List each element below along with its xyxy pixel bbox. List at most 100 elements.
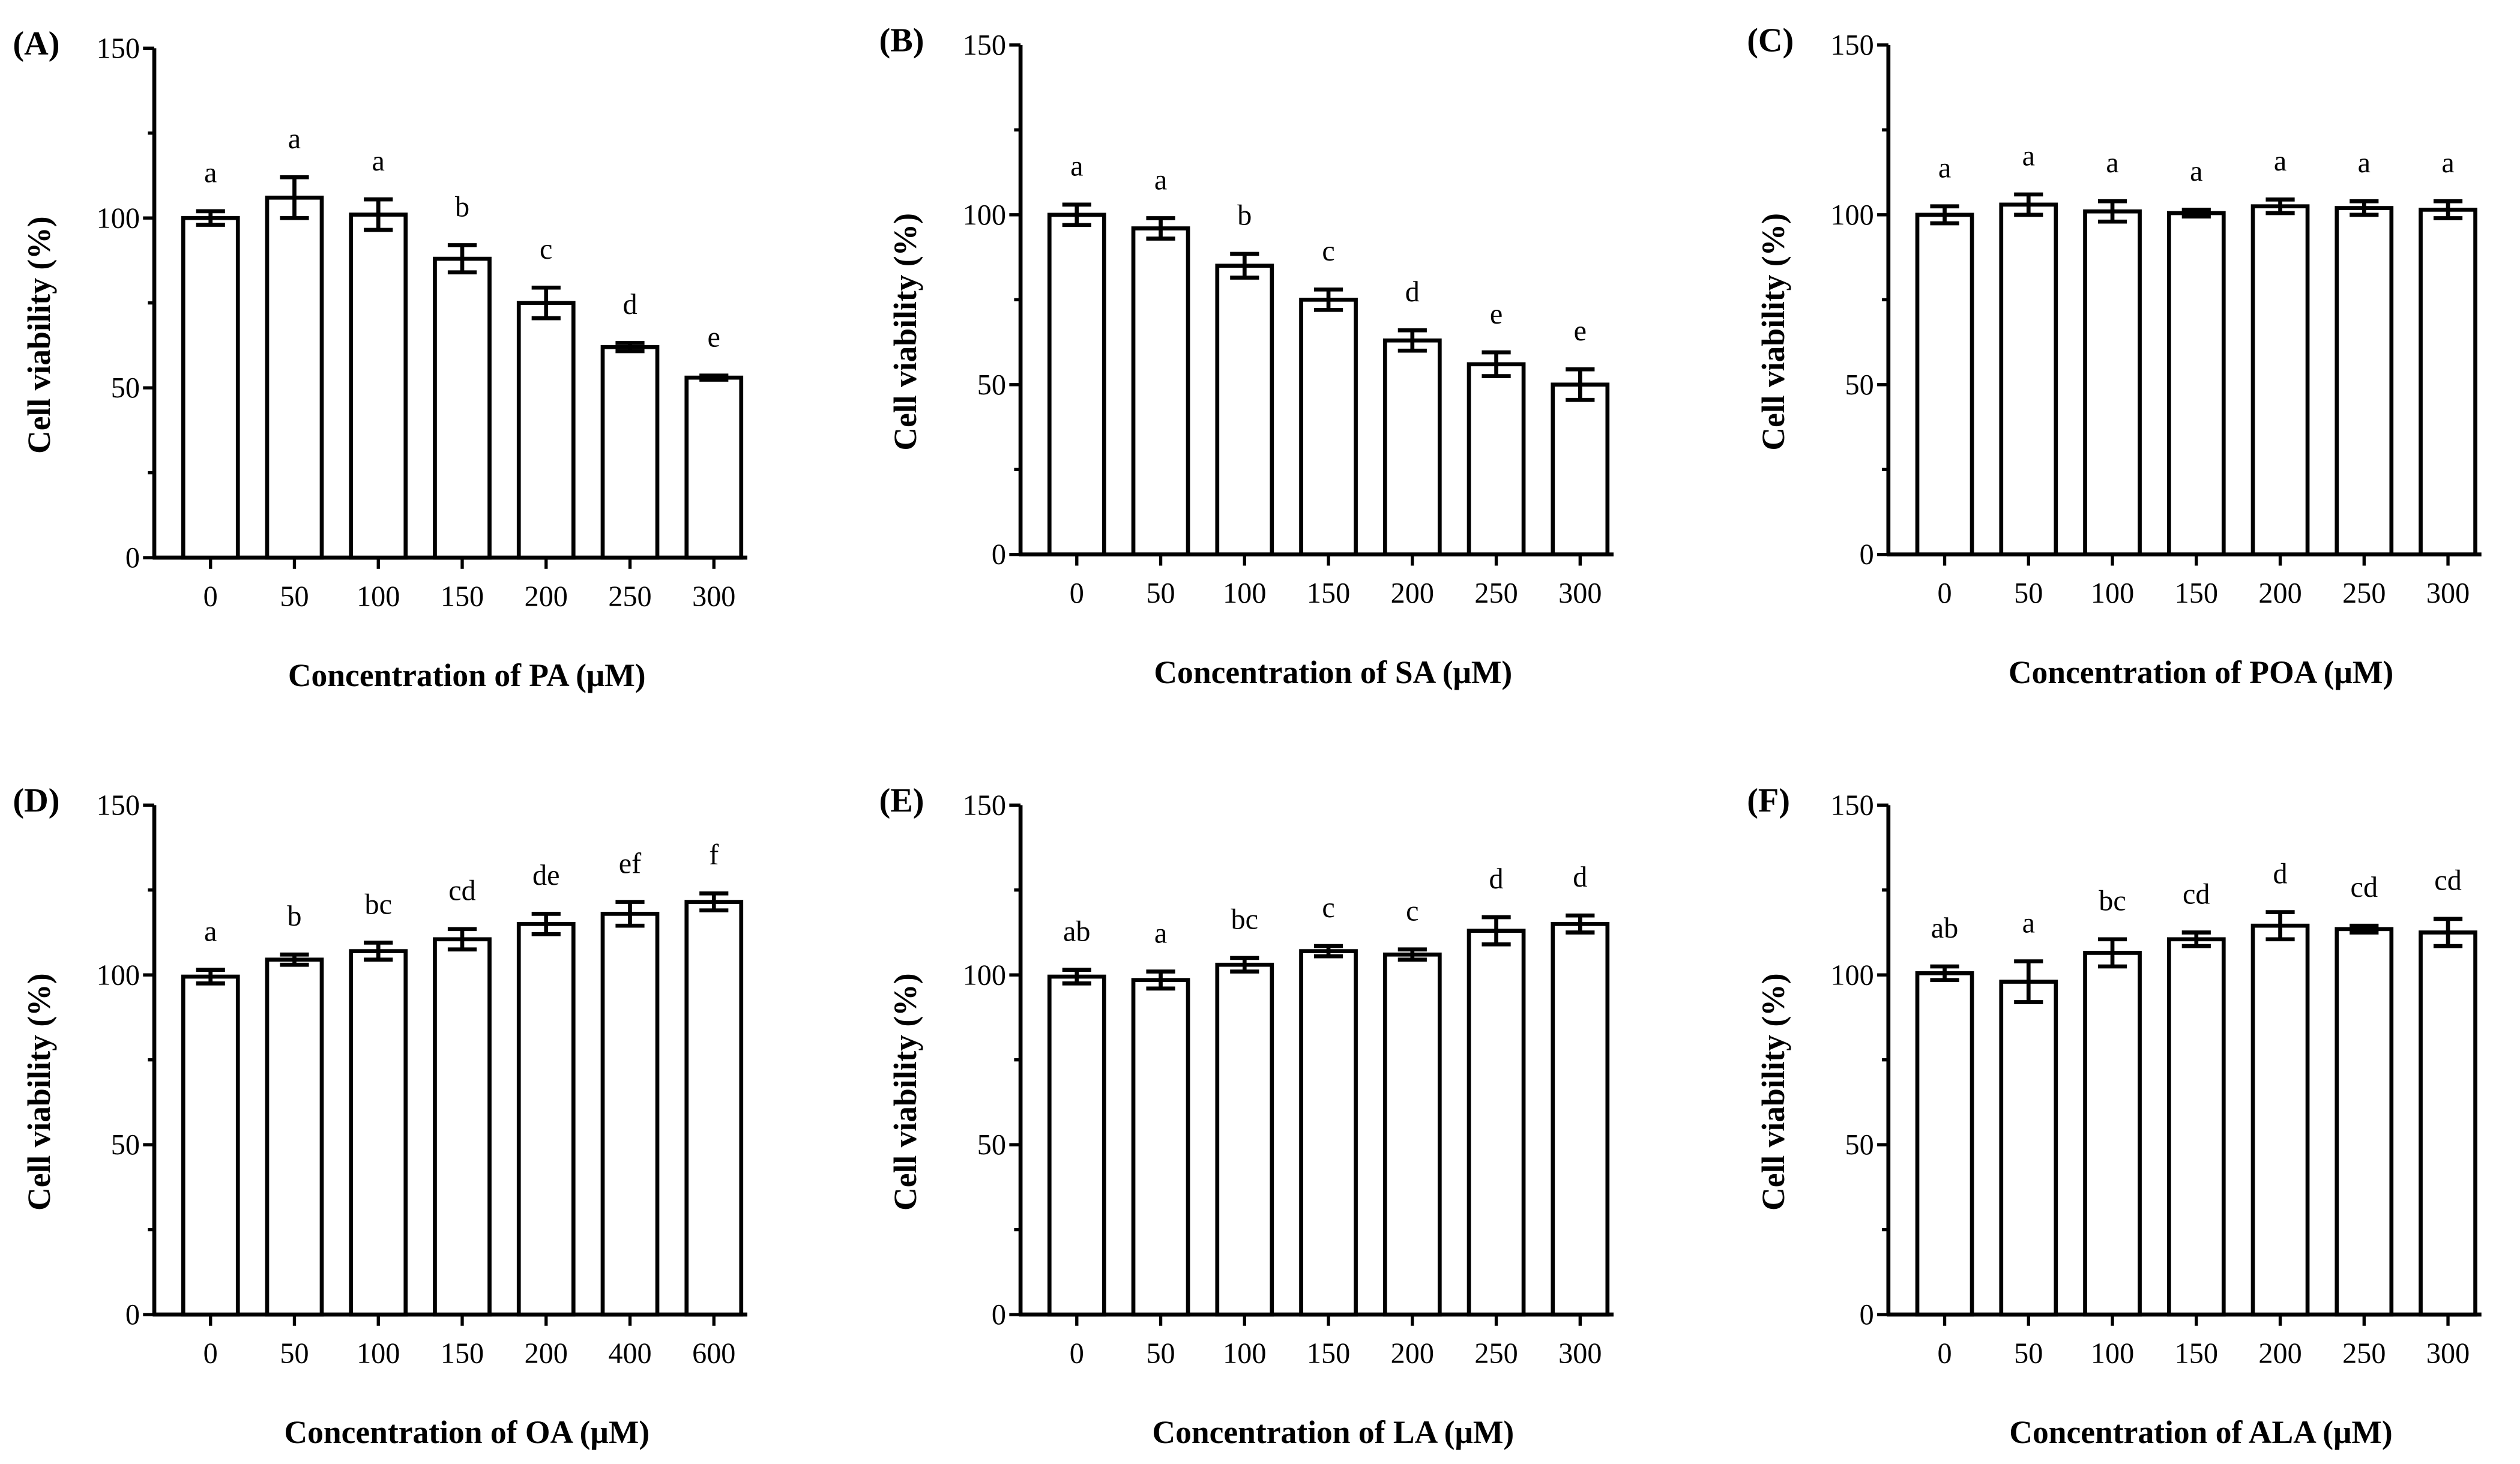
panel-c: (C) 0 50 100 150 Cell viability (%) Concentrat…: [1747, 22, 2482, 690]
significance-letter: a: [204, 916, 217, 948]
x-tick-label: 0: [1070, 1337, 1084, 1369]
significance-letter: f: [709, 839, 719, 871]
y-axis-label: Cell viability (%): [887, 213, 923, 450]
x-tick-label: 300: [2426, 1337, 2470, 1369]
y-tick-label: 50: [1845, 369, 1874, 401]
bar: [2419, 930, 2477, 1317]
x-tick-label: 100: [2091, 577, 2134, 609]
y-tick-label: 150: [963, 789, 1006, 821]
x-tick-label: 300: [2426, 577, 2470, 609]
panel-e: (E) 0 50 100 150 Cell viability (%) Concentrat…: [879, 782, 1614, 1450]
bar: [1299, 949, 1358, 1317]
x-tick-label: 150: [1307, 1337, 1350, 1369]
significance-letter: bc: [1231, 904, 1258, 936]
significance-letter: a: [2358, 147, 2371, 179]
x-tick-label: 150: [441, 580, 484, 612]
y-tick-label: 100: [963, 959, 1006, 991]
significance-letter: d: [2273, 858, 2288, 890]
x-tick-label: 50: [1146, 577, 1175, 609]
x-axis-label: Concentration of OA (μM): [284, 1414, 650, 1450]
y-axis-label: Cell viability (%): [21, 973, 57, 1210]
y-tick-label: 100: [97, 959, 140, 991]
bar: [684, 375, 744, 560]
x-tick-label: 50: [280, 580, 309, 612]
x-tick-label: 200: [2258, 1337, 2301, 1369]
significance-letter: a: [1070, 151, 1083, 182]
bar: [181, 215, 240, 560]
significance-letter: a: [1938, 152, 1951, 184]
significance-letter: d: [1489, 863, 1504, 895]
x-tick-label: 200: [525, 1337, 568, 1369]
bar: [181, 974, 240, 1317]
significance-letter: cd: [448, 875, 475, 907]
y-tick-label: 50: [977, 1129, 1006, 1161]
x-tick-label: 600: [692, 1337, 735, 1369]
bar: [349, 212, 408, 560]
x-tick-label: 100: [2091, 1337, 2134, 1369]
y-tick-label: 0: [992, 1299, 1006, 1331]
y-axis-label: Cell viability (%): [21, 216, 57, 453]
y-tick-label: 100: [963, 199, 1006, 231]
bar: [1131, 226, 1190, 557]
panel-f: (F) 0 50 100 150 Cell viability (%) Concentrat…: [1747, 782, 2482, 1450]
y-tick-label: 50: [111, 1129, 140, 1161]
x-axis-label: Concentration of SA (μM): [1154, 654, 1512, 690]
x-tick-label: 250: [2342, 577, 2386, 609]
x-tick-label: 150: [2175, 1337, 2218, 1369]
significance-letter: b: [455, 191, 469, 223]
y-tick-label: 50: [1845, 1129, 1874, 1161]
bar: [1551, 382, 1610, 557]
significance-letter: c: [540, 233, 552, 265]
y-tick-label: 150: [97, 789, 140, 821]
y-axis-label: Cell viability (%): [887, 973, 923, 1210]
bar: [265, 957, 324, 1317]
y-tick-label: 0: [1860, 539, 1874, 571]
bar: [1299, 297, 1358, 557]
y-tick-label: 100: [97, 202, 140, 234]
panel-label: (C): [1747, 22, 1794, 59]
significance-letter: a: [1154, 164, 1167, 196]
bar: [684, 900, 744, 1317]
y-tick-label: 100: [1830, 199, 1873, 231]
bar: [1466, 929, 1526, 1317]
bar: [1215, 264, 1274, 557]
bar: [1382, 338, 1442, 557]
y-tick-label: 150: [963, 29, 1006, 61]
significance-letter: cd: [2434, 865, 2461, 897]
y-tick-label: 50: [977, 369, 1006, 401]
significance-letter: e: [708, 322, 720, 354]
y-tick-label: 50: [111, 372, 140, 404]
x-tick-label: 100: [357, 580, 400, 612]
panel-label: (B): [879, 22, 924, 59]
significance-letter: a: [2441, 147, 2454, 179]
x-tick-label: 200: [525, 580, 568, 612]
panel-label: (D): [13, 782, 59, 819]
significance-letter: c: [1322, 892, 1334, 924]
x-tick-label: 150: [441, 1337, 484, 1369]
y-tick-label: 100: [1830, 959, 1873, 991]
x-tick-label: 100: [357, 1337, 400, 1369]
bar: [433, 256, 492, 560]
panel-label: (F): [1747, 782, 1790, 819]
x-tick-label: 50: [1146, 1337, 1175, 1369]
significance-letter: a: [288, 123, 301, 155]
bar: [516, 921, 576, 1317]
significance-letter: ab: [1063, 916, 1090, 948]
bar: [516, 301, 576, 560]
significance-letter: d: [1573, 861, 1587, 893]
significance-letter: e: [1490, 298, 1503, 330]
bar: [600, 912, 660, 1317]
bar: [2335, 206, 2394, 557]
bar: [349, 949, 408, 1317]
significance-letter: b: [1237, 200, 1252, 232]
x-tick-label: 100: [1223, 1337, 1266, 1369]
x-tick-label: 300: [1558, 1337, 1602, 1369]
x-tick-label: 250: [2342, 1337, 2386, 1369]
x-tick-label: 0: [203, 1337, 218, 1369]
y-tick-label: 0: [1860, 1299, 1874, 1331]
x-tick-label: 400: [608, 1337, 651, 1369]
significance-letter: a: [2190, 155, 2202, 187]
bar: [600, 345, 660, 560]
bar: [1047, 974, 1106, 1317]
